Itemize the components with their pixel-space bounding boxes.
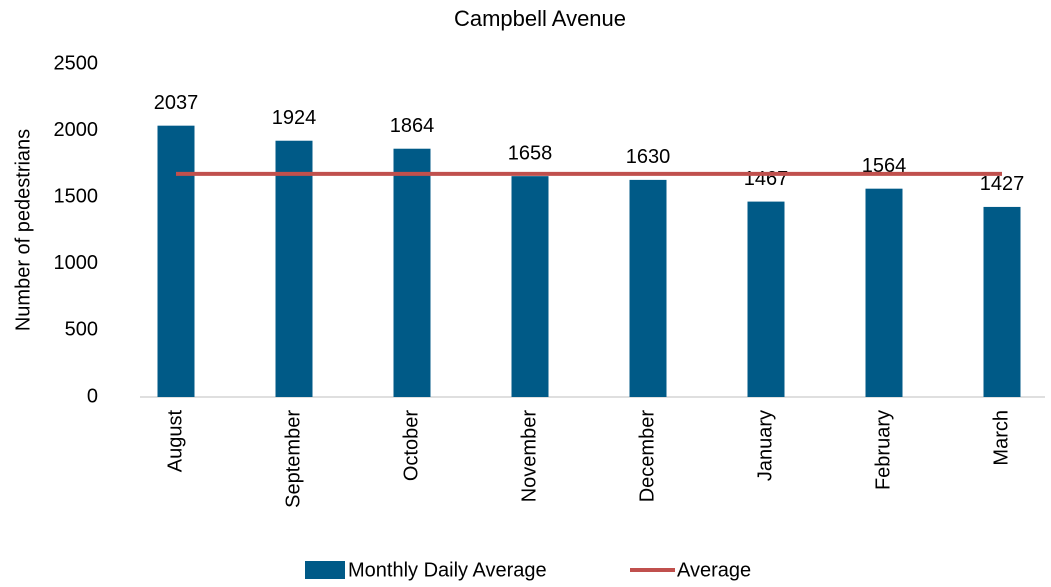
data-label: 1427 xyxy=(980,173,1025,195)
y-tick-label: 500 xyxy=(65,319,98,341)
x-tick-label: February xyxy=(872,410,894,490)
bar xyxy=(865,188,903,397)
bar xyxy=(983,206,1021,397)
bar xyxy=(157,125,195,397)
data-label: 1630 xyxy=(626,146,671,168)
bar xyxy=(275,140,313,397)
data-label: 1864 xyxy=(390,115,435,137)
legend-label: Average xyxy=(677,559,751,581)
bar xyxy=(629,179,667,397)
data-label: 1924 xyxy=(272,107,317,129)
x-tick-label: November xyxy=(518,410,540,503)
bar xyxy=(393,148,431,397)
y-tick-label: 2500 xyxy=(54,52,99,74)
y-tick-label: 0 xyxy=(87,385,98,407)
bar xyxy=(747,201,785,397)
y-tick-label: 1000 xyxy=(54,252,99,274)
x-tick-label: January xyxy=(754,410,776,481)
legend-label: Monthly Daily Average xyxy=(348,559,547,581)
y-tick-label: 1500 xyxy=(54,185,99,207)
x-tick-label: March xyxy=(990,410,1012,466)
x-tick-label: August xyxy=(164,410,186,473)
x-tick-label: September xyxy=(282,410,304,508)
bar xyxy=(511,176,549,397)
x-tick-label: October xyxy=(400,410,422,481)
legend-swatch xyxy=(305,561,345,579)
chart-title: Campbell Avenue xyxy=(454,6,626,31)
data-label: 1564 xyxy=(862,155,907,177)
y-axis-label: Number of pedestrians xyxy=(12,129,34,331)
data-label: 2037 xyxy=(154,92,199,114)
x-tick-label: December xyxy=(636,410,658,503)
y-tick-label: 2000 xyxy=(54,119,99,141)
data-label: 1658 xyxy=(508,142,553,164)
data-label: 1467 xyxy=(744,168,789,190)
